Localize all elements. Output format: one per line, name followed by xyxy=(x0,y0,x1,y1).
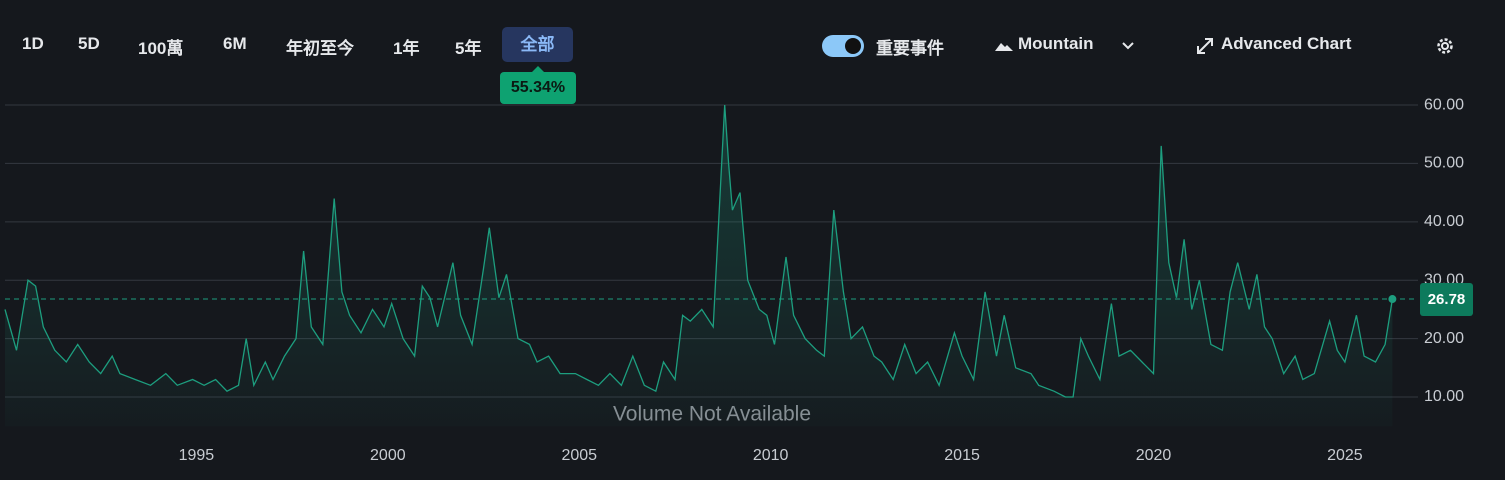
line xyxy=(4,104,1394,398)
area xyxy=(5,105,1393,427)
chevron xyxy=(1122,42,1134,50)
change-text: 55.34% xyxy=(510,79,566,96)
y-tick-label: 50.00 xyxy=(1424,155,1464,172)
mountain-icon xyxy=(995,43,1013,51)
x-tick-label: 2005 xyxy=(561,447,597,464)
expand-icon xyxy=(1197,38,1213,54)
y-tick-label: 10.00 xyxy=(1424,388,1464,405)
range-button[interactable]: 年初至今 xyxy=(286,39,354,58)
y-tick-label: 40.00 xyxy=(1424,213,1464,230)
x-tick-label: 1995 xyxy=(179,447,215,464)
range-button[interactable]: 1D xyxy=(22,34,44,53)
x-tick-label: 2010 xyxy=(753,447,789,464)
range-button[interactable]: 5年 xyxy=(455,39,482,58)
last-value-badge xyxy=(1420,283,1473,317)
y-tick-label: 60.00 xyxy=(1424,96,1464,113)
events-label[interactable]: 重要事件 xyxy=(876,39,944,58)
advanced-label[interactable]: Advanced Chart xyxy=(1221,34,1352,53)
style-label[interactable]: Mountain xyxy=(1018,34,1094,53)
last-value-label: 26.78 xyxy=(1428,291,1466,308)
x-tick-label: 2000 xyxy=(370,447,406,464)
events-toggle[interactable] xyxy=(822,35,864,57)
last-point xyxy=(1388,295,1397,304)
change-badge: 55.34% xyxy=(500,66,576,104)
range-button[interactable]: 5D xyxy=(78,34,100,53)
x-tick-label: 2015 xyxy=(944,447,980,464)
y-tick-label: 20.00 xyxy=(1424,330,1464,347)
x-tick-label: 2025 xyxy=(1327,447,1363,464)
settings-icon[interactable] xyxy=(1435,36,1455,56)
range-button[interactable]: 1年 xyxy=(393,39,420,58)
range-button[interactable]: 全部 xyxy=(502,27,573,62)
range-button[interactable]: 6M xyxy=(223,34,247,53)
range-button[interactable]: 100萬 xyxy=(138,39,184,58)
x-tick-label: 2020 xyxy=(1136,447,1172,464)
